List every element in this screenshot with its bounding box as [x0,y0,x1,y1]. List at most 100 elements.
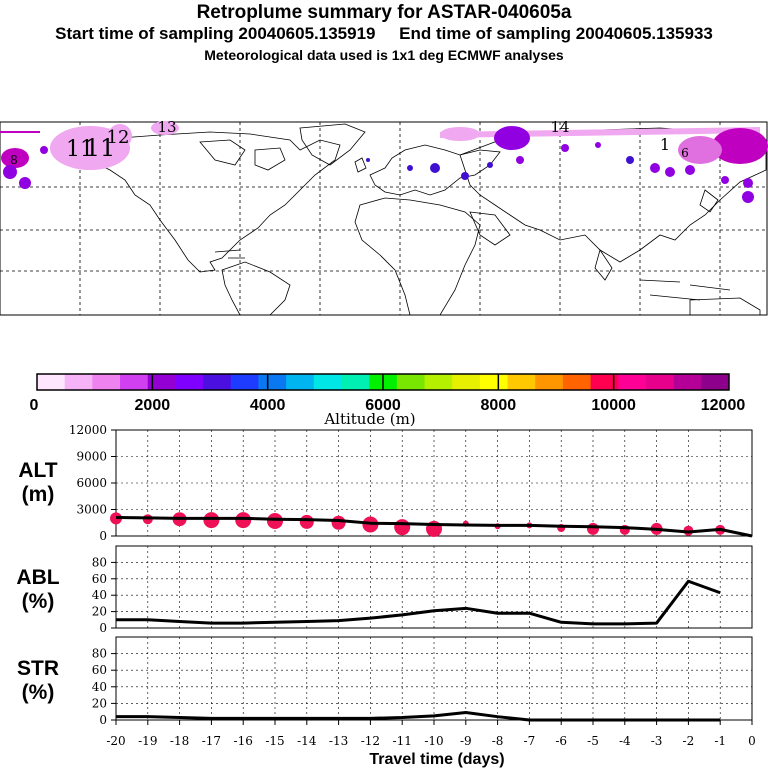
y-tick-label: 60 [92,663,107,677]
colorbar-swatch [673,374,702,390]
y-tick-label: 60 [92,572,107,586]
x-tick-label: -9 [460,734,472,748]
plume-label: 14 [550,118,569,136]
plume-dot [3,165,17,179]
colorbar-swatch [562,374,592,390]
start-label: Start time of sampling [55,24,234,43]
panel-ylabel: ALT [18,459,57,482]
colorbar-tick-label: 0 [30,397,39,414]
x-tick-label: -18 [170,734,189,748]
x-tick-label: -17 [202,734,221,748]
x-tick-label: -11 [393,734,412,748]
x-tick-label: -4 [619,734,631,748]
colorbar-tick-label: 4000 [250,397,286,414]
plume-dot [743,178,753,188]
plume-dot [40,146,48,154]
y-tick-label: 0 [99,529,107,543]
y-tick-label: 20 [92,605,107,619]
colorbar-swatch [618,374,647,390]
colorbar-swatch [535,374,564,390]
panel-ylabel: STR [17,657,59,680]
plume-dot [407,165,413,171]
x-tick-label: 0 [748,734,756,748]
plume-dot [561,144,569,152]
colorbar-swatch [424,374,453,390]
series-line-str [116,711,721,722]
y-tick-label: 12000 [69,423,107,437]
colorbar-swatch [64,374,93,390]
y-tick-label: 20 [92,696,107,710]
plume-dot [487,162,493,168]
plume-dot [626,156,634,164]
plume-blob [440,127,480,141]
y-tick-label: 40 [92,680,107,694]
colorbar-swatch [120,374,149,390]
x-tick-label: -5 [587,734,599,748]
colorbar-tick-label: 12000 [701,397,746,414]
plume-dot [742,191,754,203]
plume-label: 8 [10,153,18,167]
x-tick-label: -2 [683,734,695,748]
altitude-marker [394,519,411,536]
panel-ylabel-unit: (m) [22,483,55,506]
plume-blob [678,136,722,164]
plume-dot [19,177,31,189]
plume-dot [721,176,729,184]
panel-alt: 12000 9000 6000 3000 0 ALT(m) [18,423,753,543]
plume-dot [665,167,675,177]
x-tick-label: -1 [714,734,726,748]
plume-dot [461,172,469,180]
plume-blob [1,148,29,168]
colorbar-swatch [396,374,426,390]
colorbar-swatch [452,374,481,390]
series-line-alt [115,515,753,538]
panel-str: 80 60 40 20 0 STR(%) [17,636,753,727]
altitude-marker [267,512,283,529]
colorbar-swatch [645,374,675,390]
x-tick-label: -16 [234,734,253,748]
colorbar-tick-label: 2000 [135,397,171,414]
x-axis-label: Travel time (days) [369,751,504,768]
altitude-marker [235,512,252,529]
colorbar-swatch [147,374,176,390]
sampling-times: Start time of sampling 20040605.135919 E… [0,24,768,44]
retroplume-path [0,121,768,203]
start-value: 20040605.135919 [238,24,376,43]
plume-label: 11 [85,134,116,162]
y-tick-label: 6000 [76,476,107,490]
x-tick-label: -20 [106,734,125,748]
colorbar-swatch [92,374,121,390]
colorbar-axis-label: Altitude (m) [323,410,415,428]
plume-label: 6 [681,146,689,160]
x-tick-label: -14 [297,734,317,748]
plume-blob [494,126,530,150]
met-data-text: Meteorological data used is 1x1 deg ECMW… [204,47,564,63]
x-tick-label: -13 [329,734,348,748]
plume-dot [366,158,370,162]
panel-ylabel: ABL [16,566,59,589]
map-gridlines [0,122,767,315]
plume-dot [595,142,601,148]
plume-track [439,127,761,138]
colorbar-swatch [701,374,730,390]
altitude-colorbar: 0 2000 4000 6000 8000 10000 12000 Altitude (m) [30,373,746,428]
colorbar-swatch [313,374,342,390]
panel-abl: 80 60 40 20 0 ABL(%) [16,545,753,635]
x-tick-label: -8 [492,734,504,748]
plume-blob [151,121,179,135]
plume-dot [650,163,660,173]
plume-label: 11 [66,137,94,162]
plume-label: 1 [660,135,670,154]
x-tick-label: -7 [524,734,536,748]
altitude-marker [299,514,314,529]
plume-label: 12 [107,127,130,148]
colorbar-swatch [479,374,509,390]
plume-dot [516,156,524,164]
y-tick-label: 80 [92,555,107,569]
colorbar-swatch [203,374,232,390]
colorbar-swatch [37,374,66,390]
colorbar-tick-label: 8000 [481,397,517,414]
